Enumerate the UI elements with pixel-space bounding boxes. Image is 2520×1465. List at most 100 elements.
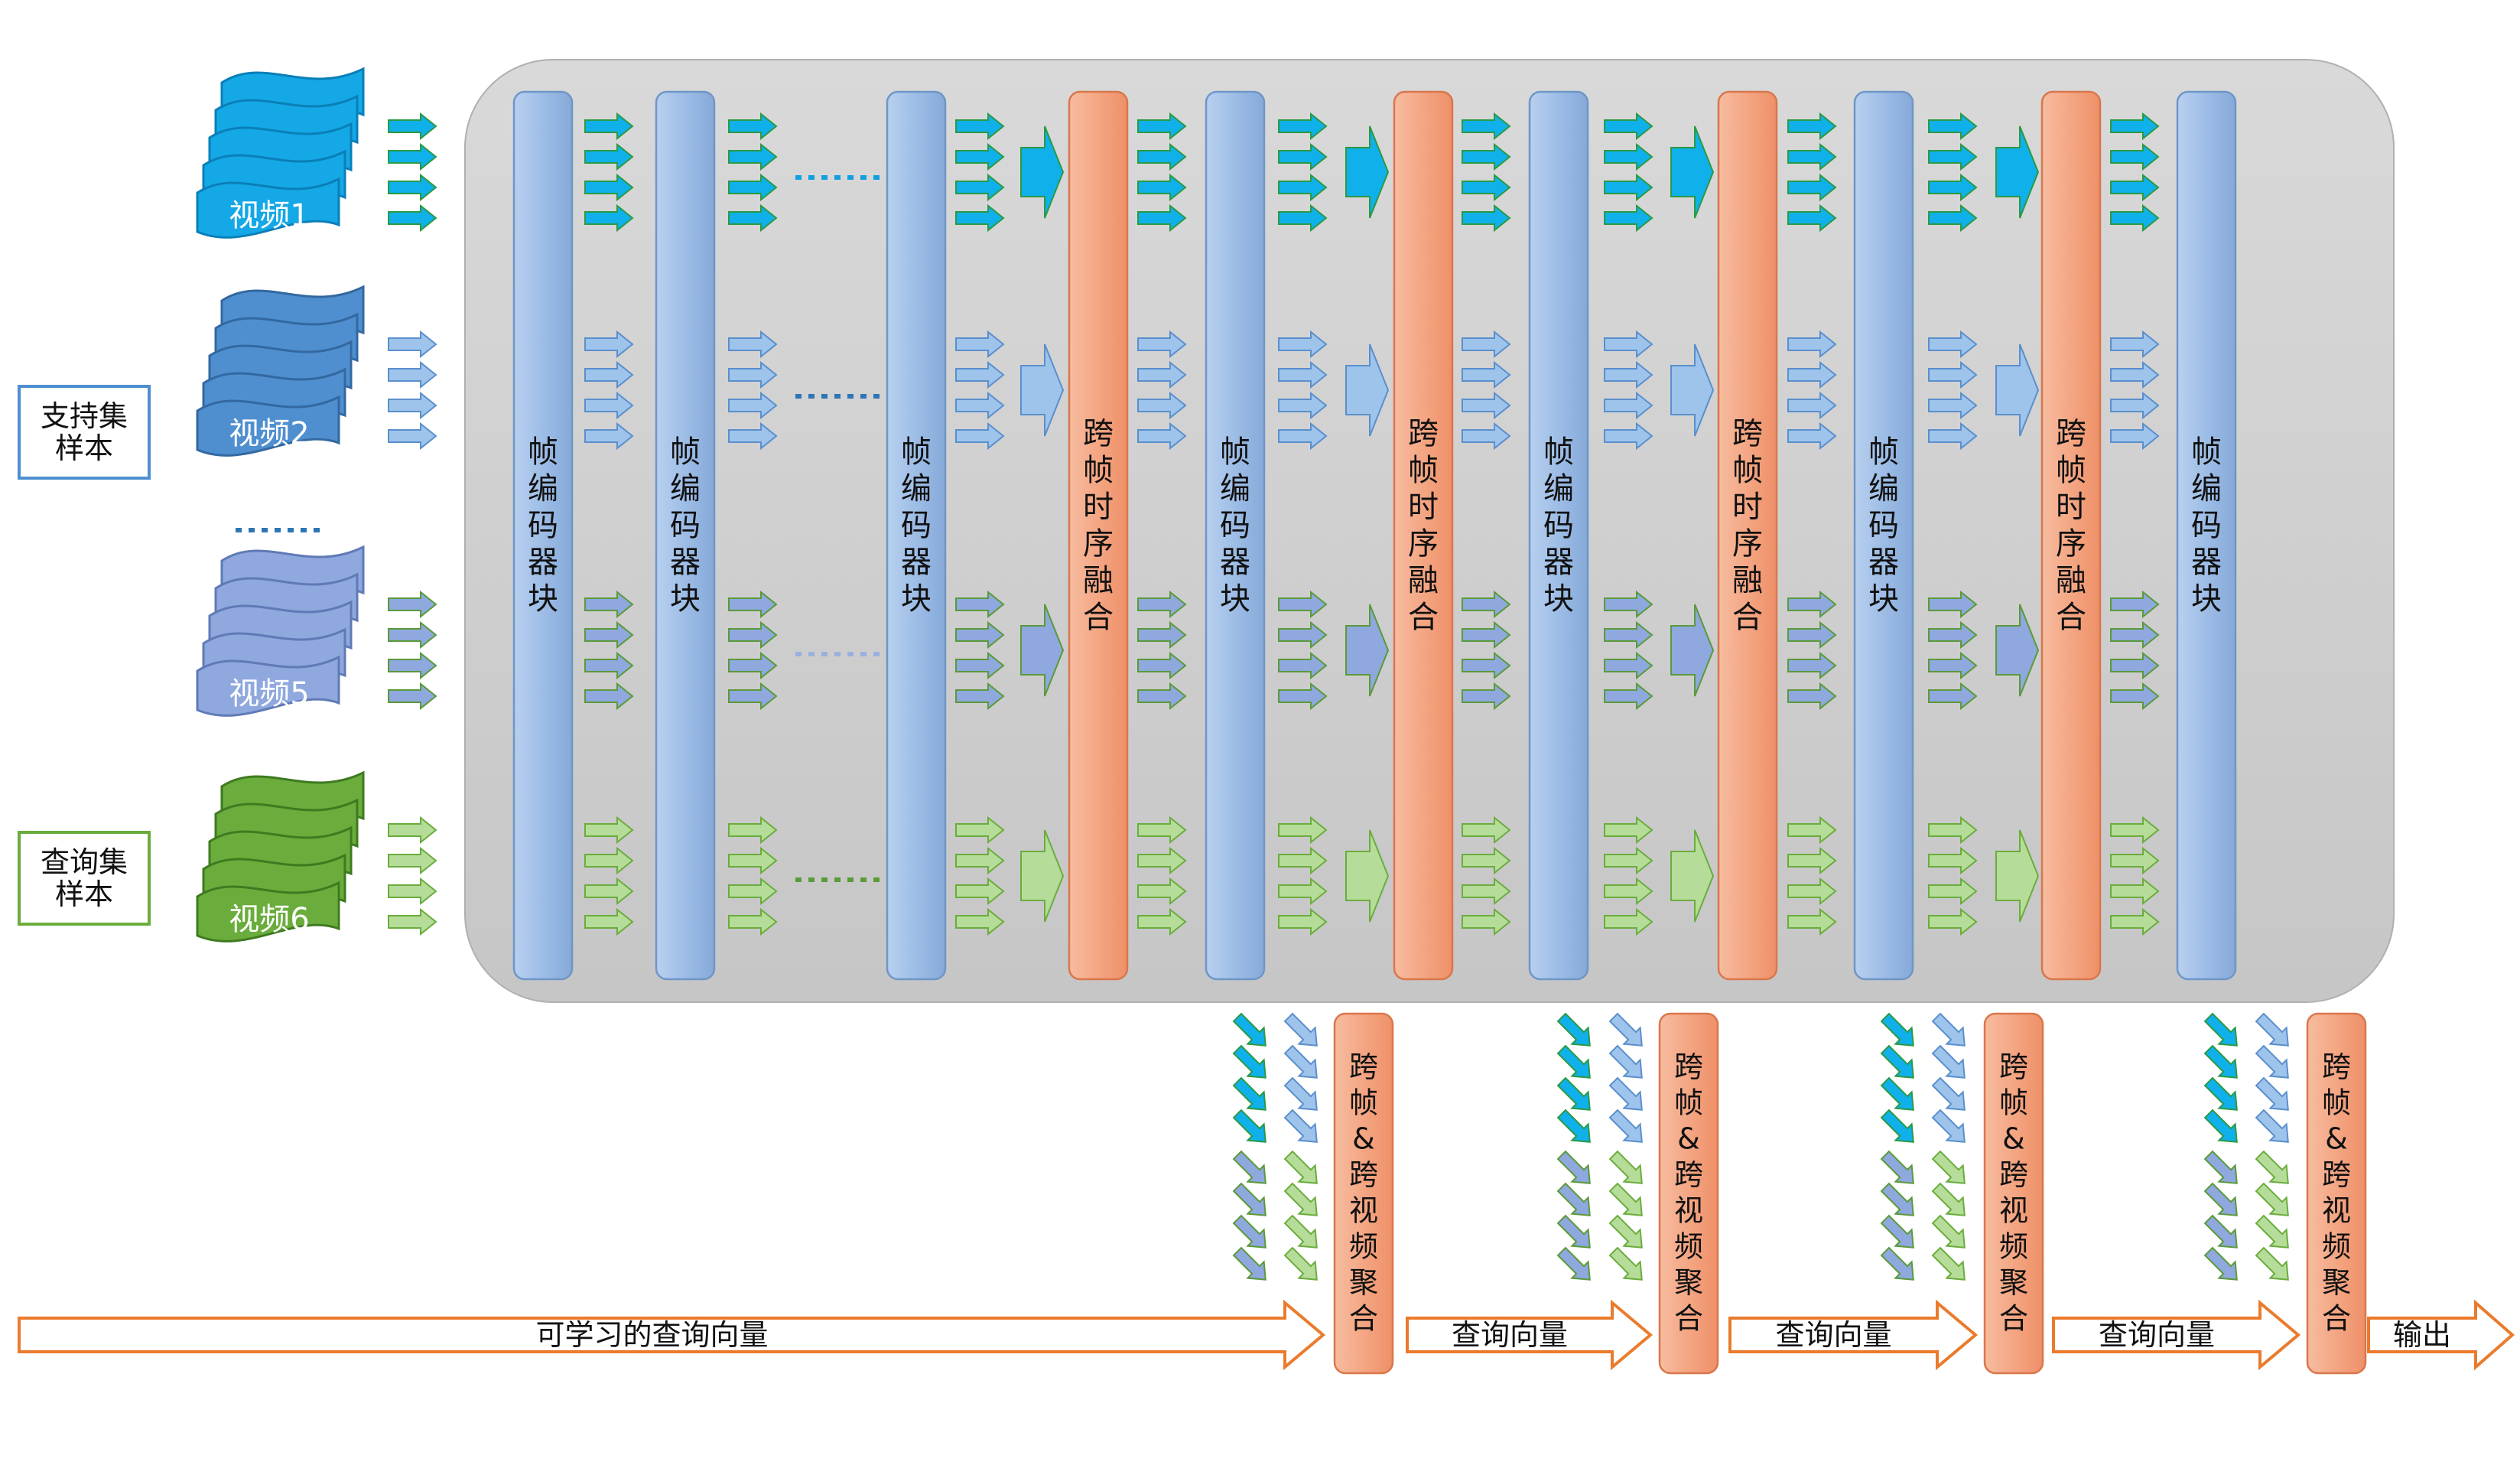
block-label-char: 聚 bbox=[1999, 1266, 2028, 1300]
feature-arrow bbox=[955, 112, 1005, 141]
agg-input-arrow bbox=[1556, 1150, 1591, 1184]
block-label-char: 器 bbox=[528, 545, 558, 580]
feature-arrow bbox=[955, 877, 1005, 906]
agg-input-arrow bbox=[1931, 1109, 1966, 1143]
block-label-char: 编 bbox=[1868, 471, 1899, 506]
agg-input-arrow bbox=[1232, 1246, 1267, 1281]
block-label-char: 视 bbox=[2322, 1194, 2351, 1228]
diagonal-arrow bbox=[1931, 1076, 1966, 1111]
fusion-input-arrow bbox=[1670, 125, 1715, 219]
agg-input-arrow bbox=[1608, 1044, 1643, 1079]
agg-input-arrow bbox=[1880, 1246, 1914, 1281]
feature-arrow bbox=[1928, 907, 1978, 936]
block-label-char: 合 bbox=[1083, 600, 1114, 635]
feature-arrow bbox=[388, 112, 437, 141]
agg-input-arrow bbox=[1283, 1076, 1318, 1111]
diagonal-arrow bbox=[1880, 1246, 1914, 1281]
feature-arrow bbox=[388, 173, 437, 202]
video-stack-4: 视频6 bbox=[196, 770, 365, 942]
agg-input-arrow bbox=[1608, 1076, 1643, 1111]
block-label-char: 跨 bbox=[2056, 416, 2086, 451]
diagonal-arrow bbox=[2255, 1214, 2289, 1249]
feature-arrow bbox=[1462, 877, 1511, 906]
diagonal-arrow bbox=[2203, 1076, 2238, 1111]
diagonal-arrow bbox=[1556, 1109, 1591, 1143]
block-label-char: 聚 bbox=[1674, 1266, 1703, 1300]
block-label-char: 合 bbox=[1674, 1302, 1703, 1336]
diagonal-arrow bbox=[1232, 1012, 1267, 1047]
block-body bbox=[1853, 90, 1914, 981]
video-label: 视频2 bbox=[229, 416, 309, 451]
diagonal-arrow bbox=[1232, 1044, 1267, 1079]
block-label-char: 编 bbox=[670, 471, 701, 506]
block-label-char: 合 bbox=[1408, 600, 1439, 635]
agg-input-arrow bbox=[2255, 1044, 2289, 1079]
feature-arrow bbox=[1278, 846, 1328, 875]
feature-arrow bbox=[955, 142, 1005, 171]
feature-arrow bbox=[1462, 846, 1511, 875]
feature-arrow bbox=[1137, 846, 1187, 875]
feature-arrow bbox=[1928, 203, 1978, 233]
feature-arrow bbox=[1137, 203, 1187, 233]
feature-arrow bbox=[1928, 391, 1978, 420]
feature-arrow bbox=[1928, 173, 1978, 202]
agg-input-arrow bbox=[1283, 1214, 1318, 1249]
agg-input-arrow bbox=[2203, 1109, 2238, 1143]
block-label-char: 跨 bbox=[1408, 416, 1439, 451]
block-label-char: 视 bbox=[1674, 1194, 1703, 1228]
feature-arrow bbox=[1462, 907, 1511, 936]
feature-arrow bbox=[388, 422, 437, 451]
agg-input-arrow bbox=[1283, 1012, 1318, 1047]
feature-arrow bbox=[728, 360, 778, 389]
arrow-shape bbox=[2367, 1299, 2515, 1371]
block-label-char: 器 bbox=[1543, 545, 1574, 580]
arrow-label: 查询向量 bbox=[2099, 1318, 2215, 1352]
arrow-shape bbox=[2052, 1299, 2301, 1371]
diagonal-arrow bbox=[1283, 1214, 1318, 1249]
feature-arrow bbox=[1137, 816, 1187, 845]
diagonal-arrow bbox=[1232, 1214, 1267, 1249]
agg-input-arrow bbox=[1232, 1109, 1267, 1143]
diagonal-arrow bbox=[1232, 1109, 1267, 1143]
feature-arrow bbox=[388, 620, 437, 649]
block-label-char: 器 bbox=[1868, 545, 1899, 580]
block-label-char: 时 bbox=[2056, 490, 2086, 525]
block-body bbox=[1068, 90, 1129, 981]
feature-arrow bbox=[1928, 360, 1978, 389]
label-border bbox=[18, 385, 151, 480]
block-label-char: 跨 bbox=[2322, 1158, 2351, 1192]
block-label-char: 帧 bbox=[1349, 1086, 1378, 1120]
feature-arrow bbox=[1137, 142, 1187, 171]
diagonal-arrow bbox=[2203, 1182, 2238, 1216]
agg-input-arrow bbox=[1608, 1150, 1643, 1184]
agg-input-arrow bbox=[2203, 1044, 2238, 1079]
feature-arrow bbox=[728, 620, 778, 649]
block-label-char: 跨 bbox=[1083, 416, 1114, 451]
block-label-char: 块 bbox=[901, 581, 932, 617]
agg-input-arrow bbox=[1931, 1076, 1966, 1111]
agg-input-arrow bbox=[1880, 1012, 1914, 1047]
block-label-char: & bbox=[2325, 1122, 2348, 1156]
block-label-char: 时 bbox=[1083, 490, 1114, 525]
feature-arrow bbox=[728, 590, 778, 619]
feature-arrow bbox=[388, 142, 437, 171]
diagonal-arrow bbox=[1880, 1150, 1914, 1184]
feature-arrow bbox=[1462, 173, 1511, 202]
agg-input-arrow bbox=[1283, 1109, 1318, 1143]
feature-arrow bbox=[1604, 682, 1653, 711]
feature-arrow bbox=[2110, 391, 2160, 420]
feature-arrow bbox=[1137, 360, 1187, 389]
block-label-char: 帧 bbox=[2322, 1086, 2351, 1120]
block-label-char: 帧 bbox=[1674, 1086, 1703, 1120]
feature-arrow bbox=[1137, 651, 1187, 680]
agg-input-arrow bbox=[2255, 1076, 2289, 1111]
block-label-char: 跨 bbox=[1999, 1050, 2028, 1084]
diagonal-arrow bbox=[1931, 1109, 1966, 1143]
diagonal-arrow bbox=[2255, 1076, 2289, 1111]
block-label-char: 帧 bbox=[1543, 435, 1574, 470]
feature-arrow bbox=[1137, 330, 1187, 359]
agg-input-arrow bbox=[1556, 1214, 1591, 1249]
feature-arrow bbox=[1928, 422, 1978, 451]
